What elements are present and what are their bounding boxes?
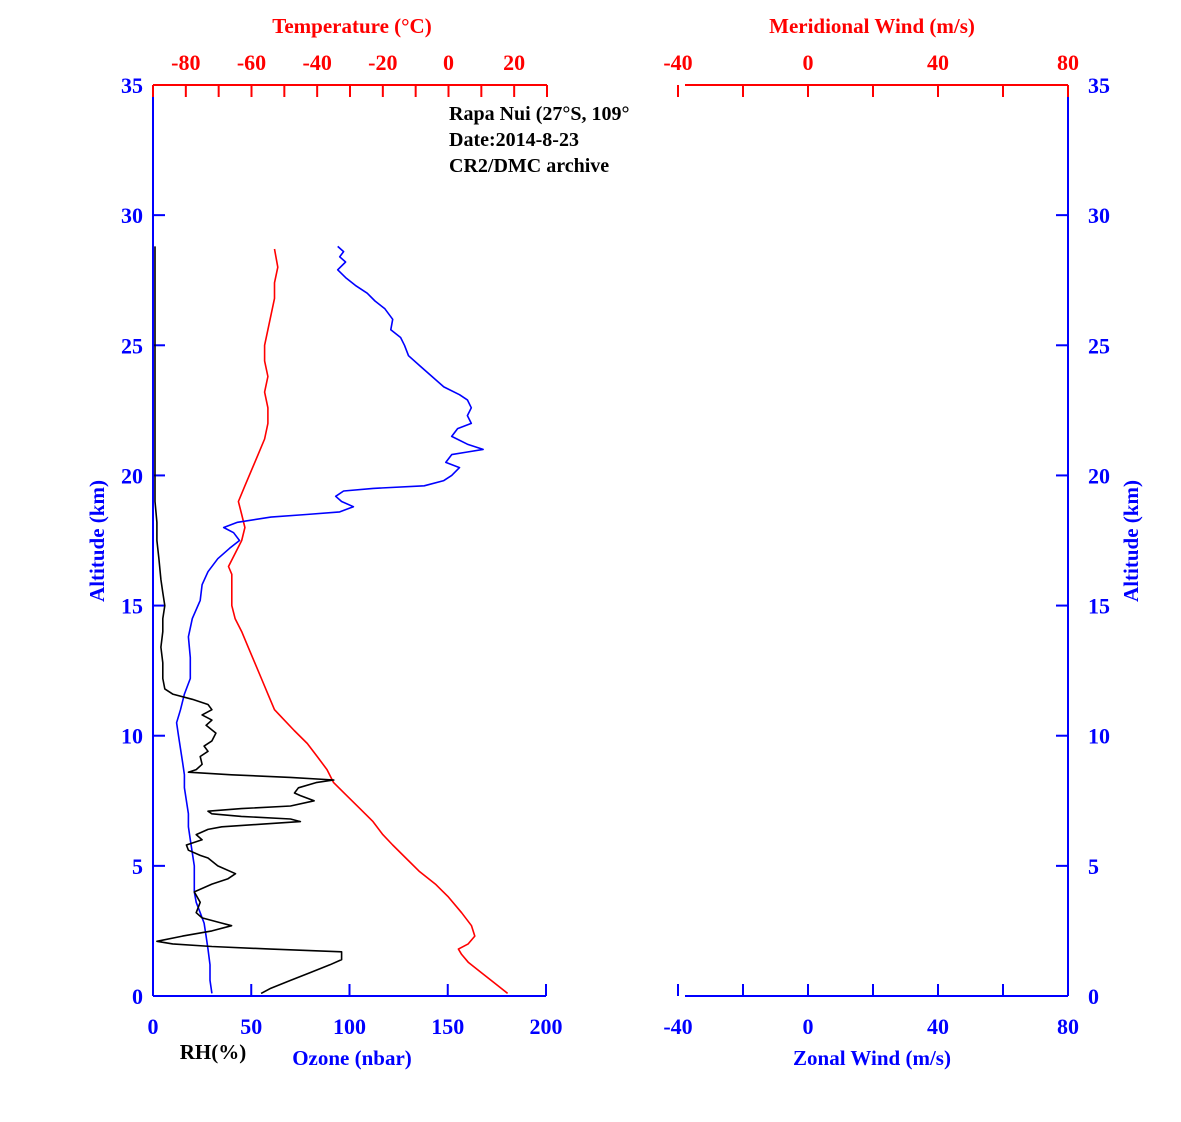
meridional-wind-x-axis-label: Meridional Wind (m/s) xyxy=(769,14,975,38)
zonal-wind-x-tick-label: -40 xyxy=(663,1014,692,1039)
right-y-tick-label: 30 xyxy=(1088,203,1110,228)
temperature-x-tick-label: 0 xyxy=(443,50,454,75)
temperature-x-tick-label: 20 xyxy=(503,50,525,75)
annotation-archive: CR2/DMC archive xyxy=(449,155,609,177)
ozone-x-tick-label: 100 xyxy=(333,1014,366,1039)
meridional-wind-x-tick-label: 40 xyxy=(927,50,949,75)
left-y-tick-label: 10 xyxy=(121,724,143,749)
meridional-wind-x-tick-label: 0 xyxy=(803,50,814,75)
rh-series-line xyxy=(154,246,343,995)
left-y-tick-label: 30 xyxy=(121,203,143,228)
temperature-x-tick-label: -40 xyxy=(303,50,332,75)
temperature-x-tick-label: -20 xyxy=(368,50,397,75)
ozone-x-tick-label: 150 xyxy=(431,1014,464,1039)
ozone-x-axis-label: Ozone (nbar) xyxy=(292,1046,412,1070)
zonal-wind-x-tick-label: 40 xyxy=(927,1014,949,1039)
right-y-tick-label: 0 xyxy=(1088,984,1099,1009)
left-y-tick-label: 15 xyxy=(121,594,143,619)
meridional-wind-x-tick-label: 80 xyxy=(1057,50,1079,75)
temperature-x-tick-label: -60 xyxy=(237,50,266,75)
left-y-tick-label: 20 xyxy=(121,463,143,488)
annotation-date: Date:2014-8-23 xyxy=(449,129,579,151)
ozone-series-line xyxy=(175,245,484,994)
left-y-tick-label: 0 xyxy=(132,984,143,1009)
left-y-axis-label: Altitude (km) xyxy=(85,480,109,602)
meridional-wind-x-tick-label: -40 xyxy=(663,50,692,75)
right-y-tick-label: 10 xyxy=(1088,724,1110,749)
ozone-x-tick-label: 50 xyxy=(240,1014,262,1039)
temperature-x-axis-label: Temperature (°C) xyxy=(272,14,431,38)
station-annotation: Rapa Nui (27°S, 109° Date:2014-8-23 CR2/… xyxy=(449,103,629,177)
right-y-tick-label: 15 xyxy=(1088,594,1110,619)
rh-axis-label: RH(%) xyxy=(180,1040,247,1064)
right-y-tick-label: 25 xyxy=(1088,333,1110,358)
ozone-x-tick-label: 0 xyxy=(148,1014,159,1039)
right-y-tick-label: 35 xyxy=(1088,73,1110,98)
left-y-tick-label: 5 xyxy=(132,854,143,879)
zonal-wind-x-tick-label: 0 xyxy=(803,1014,814,1039)
zonal-wind-x-tick-label: 80 xyxy=(1057,1014,1079,1039)
left-y-tick-label: 35 xyxy=(121,73,143,98)
temperature-x-tick-label: -80 xyxy=(171,50,200,75)
annotation-station: Rapa Nui (27°S, 109° xyxy=(449,103,629,125)
right-panel: 0 5 10 15 20 25 30 35 Altitude (km) -40 0 40 80 Zonal… xyxy=(663,14,1143,1070)
zonal-wind-x-axis-label: Zonal Wind (m/s) xyxy=(793,1046,951,1070)
ozone-x-tick-label: 200 xyxy=(530,1014,563,1039)
right-y-tick-label: 5 xyxy=(1088,854,1099,879)
left-y-tick-label: 25 xyxy=(121,333,143,358)
right-y-tick-label: 20 xyxy=(1088,463,1110,488)
temperature-series-line xyxy=(227,248,509,995)
right-y-axis-label: Altitude (km) xyxy=(1119,480,1143,602)
